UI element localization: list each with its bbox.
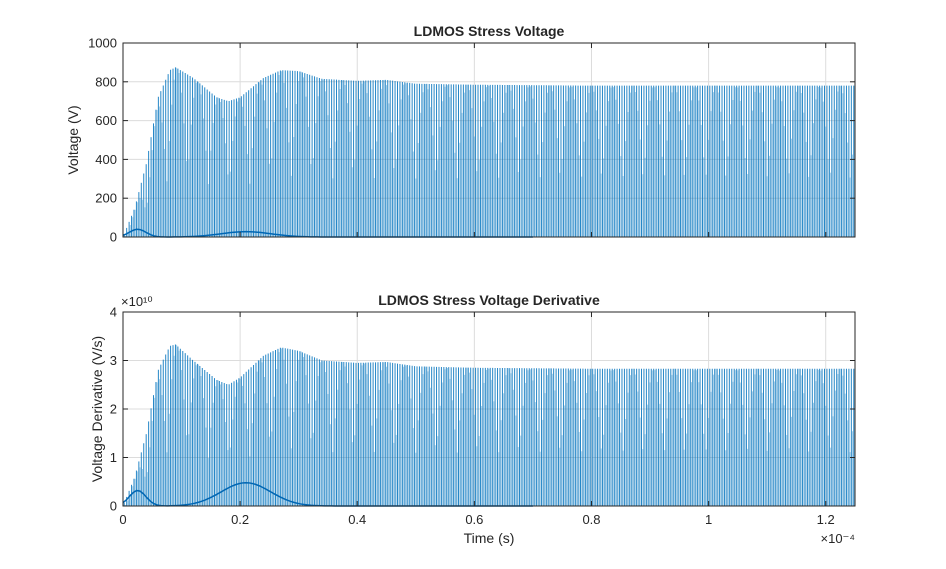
- derivative-series: [122, 344, 856, 507]
- y-tick-label: 400: [95, 152, 117, 167]
- x-tick-label: 0.4: [348, 512, 366, 527]
- voltage-axes: 0 200 400 600 800 1000 LDMOS Stress Voltage V…: [65, 23, 856, 245]
- y-tick-label: 800: [95, 74, 117, 89]
- time-x-exponent: ×10⁻⁴: [821, 531, 856, 546]
- time-x-axis-label: Time (s): [464, 530, 515, 546]
- y-tick-label: 2: [110, 402, 117, 417]
- derivative-axes: 0 1 2 3 4 0 0.2 0.4 0.6 0.8 1 1.2 LDMOS Stress Volt…: [89, 292, 856, 546]
- y-tick-label: 200: [95, 191, 117, 206]
- x-tick-label: 0.6: [465, 512, 483, 527]
- y-tick-label: 0: [110, 499, 117, 514]
- y-tick-label: 4: [110, 305, 117, 320]
- x-tick-label: 0.2: [231, 512, 249, 527]
- x-tick-label: 0: [119, 512, 126, 527]
- voltage-chart-title: LDMOS Stress Voltage: [414, 23, 565, 39]
- x-tick-label: 1.2: [817, 512, 835, 527]
- voltage-series: [122, 67, 856, 238]
- y-tick-label: 600: [95, 113, 117, 128]
- x-tick-label: 1: [705, 512, 712, 527]
- y-tick-label: 3: [110, 353, 117, 368]
- x-tick-label: 0.8: [582, 512, 600, 527]
- derivative-y-axis-label: Voltage Derivative (V/s): [89, 336, 105, 482]
- y-tick-label: 1000: [88, 36, 117, 51]
- derivative-y-exponent: ×10¹⁰: [121, 294, 153, 309]
- y-tick-label: 0: [110, 230, 117, 245]
- y-tick-label: 1: [110, 450, 117, 465]
- voltage-y-axis-label: Voltage (V): [65, 105, 81, 174]
- voltage-axes-frame: [122, 42, 856, 238]
- derivative-chart-title: LDMOS Stress Voltage Derivative: [378, 292, 600, 308]
